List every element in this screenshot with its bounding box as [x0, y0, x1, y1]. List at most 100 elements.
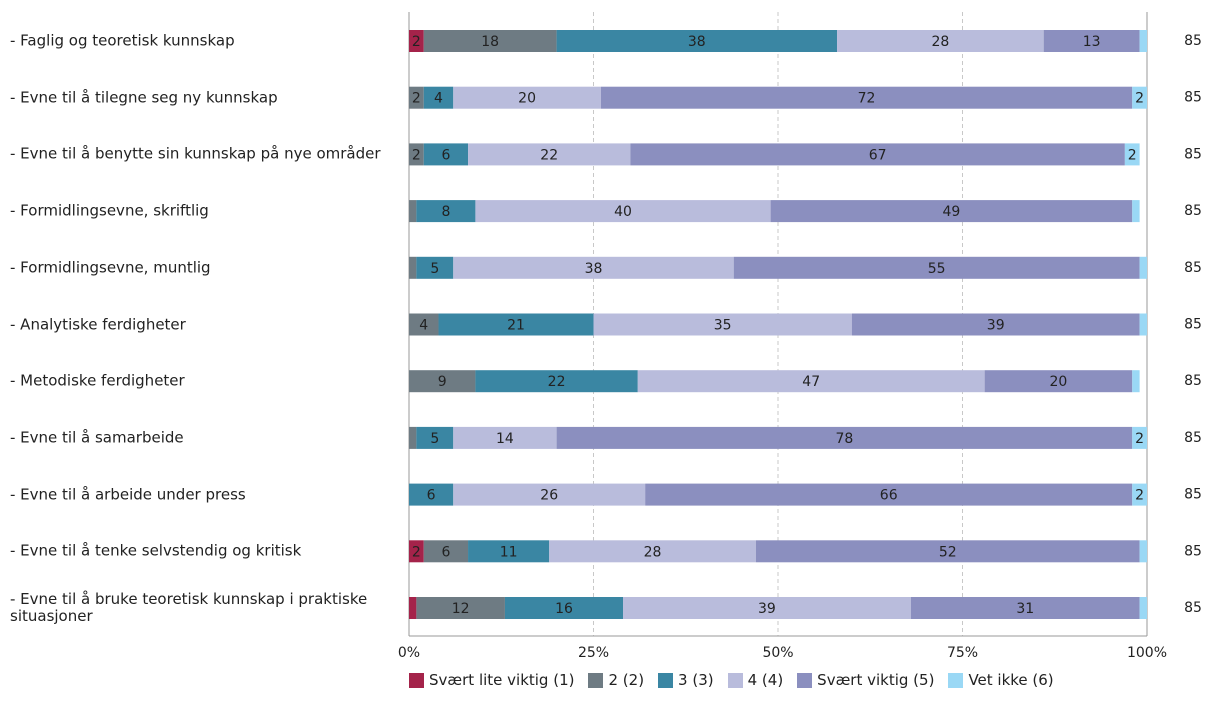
value-label: 20	[1050, 374, 1068, 390]
n-label: 85	[1184, 543, 1202, 559]
category-label: - Analytiske ferdigheter	[10, 315, 186, 333]
value-label: 21	[507, 318, 525, 334]
bar-segment	[416, 597, 505, 619]
legend-swatch	[588, 672, 604, 688]
bar-segment	[468, 143, 631, 166]
legend-label: Svært lite viktig (1)	[429, 671, 575, 689]
bar-segment	[409, 143, 424, 166]
value-label: 52	[939, 544, 957, 560]
n-label: 85	[1184, 373, 1202, 389]
value-label: 39	[987, 318, 1005, 334]
bar-segment	[630, 143, 1125, 166]
value-label: 55	[928, 261, 946, 277]
legend-swatch	[409, 672, 424, 688]
bar-segment	[423, 540, 469, 563]
value-label: 22	[548, 374, 566, 390]
bar-segment	[910, 597, 1140, 619]
value-label: 28	[644, 544, 662, 560]
value-label: 49	[943, 204, 961, 220]
bar-segment	[755, 540, 1140, 563]
value-label: 35	[714, 318, 732, 334]
value-label: 6	[441, 544, 450, 560]
legend-label: Svært viktig (5)	[817, 671, 935, 689]
value-label: 26	[540, 488, 558, 504]
bar-segment	[409, 483, 454, 506]
bar-segment	[409, 86, 424, 109]
category-label: - Faglig og teoretisk kunnskap	[10, 31, 235, 50]
value-label: 6	[441, 147, 450, 163]
legend-item: 3 (3)	[658, 670, 714, 690]
bar-segment	[453, 256, 734, 279]
category-label: - Formidlingsevne, skriftlig	[10, 201, 209, 220]
bar-segment	[453, 86, 601, 109]
bar-segment	[468, 540, 550, 563]
bar-segment	[409, 30, 424, 52]
value-label: 11	[500, 544, 518, 560]
bar-segment	[453, 483, 646, 506]
n-label: 85	[1184, 430, 1202, 446]
value-label: 67	[869, 147, 887, 163]
x-tick-label: 75%	[947, 645, 978, 661]
bar-segment	[416, 200, 476, 223]
bar-segment	[851, 313, 1140, 336]
bar-segment	[1139, 597, 1147, 619]
category-label: - Formidlingsevne, muntlig	[10, 258, 211, 277]
value-label: 2	[412, 34, 421, 50]
n-label: 85	[1184, 146, 1202, 162]
legend-swatch	[658, 672, 674, 688]
legend-label: 4 (4)	[747, 671, 784, 689]
category-label: - Evne til å arbeide under press	[10, 485, 246, 504]
bar-segment	[600, 86, 1133, 109]
value-label: 2	[412, 147, 421, 163]
value-label: 14	[496, 431, 514, 447]
value-label: 28	[931, 34, 949, 50]
bar-segment	[416, 426, 454, 449]
bar-segment	[623, 597, 911, 619]
bar-segment	[549, 540, 756, 563]
n-label: 85	[1184, 600, 1202, 616]
value-label: 40	[614, 204, 632, 220]
value-label: 2	[412, 91, 421, 107]
value-label: 39	[758, 601, 776, 617]
n-label: 85	[1184, 203, 1202, 219]
bar-segment	[409, 597, 417, 619]
bar-segment	[1132, 370, 1140, 393]
bar-segment	[416, 256, 454, 279]
category-label: - Evne til å tenke selvstendig og kritis…	[10, 541, 302, 560]
bar-segment	[984, 370, 1133, 393]
x-tick-label: 50%	[762, 645, 793, 661]
legend-label: 2 (2)	[608, 671, 645, 689]
bar-segment	[837, 30, 1044, 52]
value-label: 2	[1135, 431, 1144, 447]
value-label: 8	[441, 204, 450, 220]
value-label: 66	[880, 488, 898, 504]
bar-segment	[733, 256, 1140, 279]
value-label: 38	[585, 261, 603, 277]
category-label: - Metodiske ferdigheter	[10, 371, 185, 390]
bar-segment	[504, 597, 624, 619]
bar-segment	[453, 426, 557, 449]
n-label: 85	[1184, 260, 1202, 276]
value-label: 5	[430, 431, 439, 447]
bar-segment	[1132, 483, 1147, 506]
value-label: 9	[438, 374, 447, 390]
legend: Svært lite viktig (1) 2 (2) 3 (3) 4 (4) Svær…	[409, 670, 1069, 690]
value-label: 38	[688, 34, 706, 50]
n-label: 85	[1184, 33, 1202, 49]
bar-segment	[1139, 30, 1147, 52]
value-label: 13	[1083, 34, 1101, 50]
bar-segment	[1043, 30, 1140, 52]
legend-item: 4 (4)	[727, 670, 784, 690]
legend-item: Vet ikke (6)	[948, 670, 1054, 690]
value-label: 2	[1128, 147, 1137, 163]
bar-segment	[409, 370, 476, 393]
bar-segment	[1139, 256, 1147, 279]
bar-segment	[423, 30, 557, 52]
n-label: 85	[1184, 90, 1202, 106]
bar-segment	[409, 426, 417, 449]
value-label: 31	[1016, 601, 1034, 617]
legend-swatch	[727, 672, 743, 688]
value-label: 2	[1135, 488, 1144, 504]
bar-segment	[1132, 426, 1147, 449]
